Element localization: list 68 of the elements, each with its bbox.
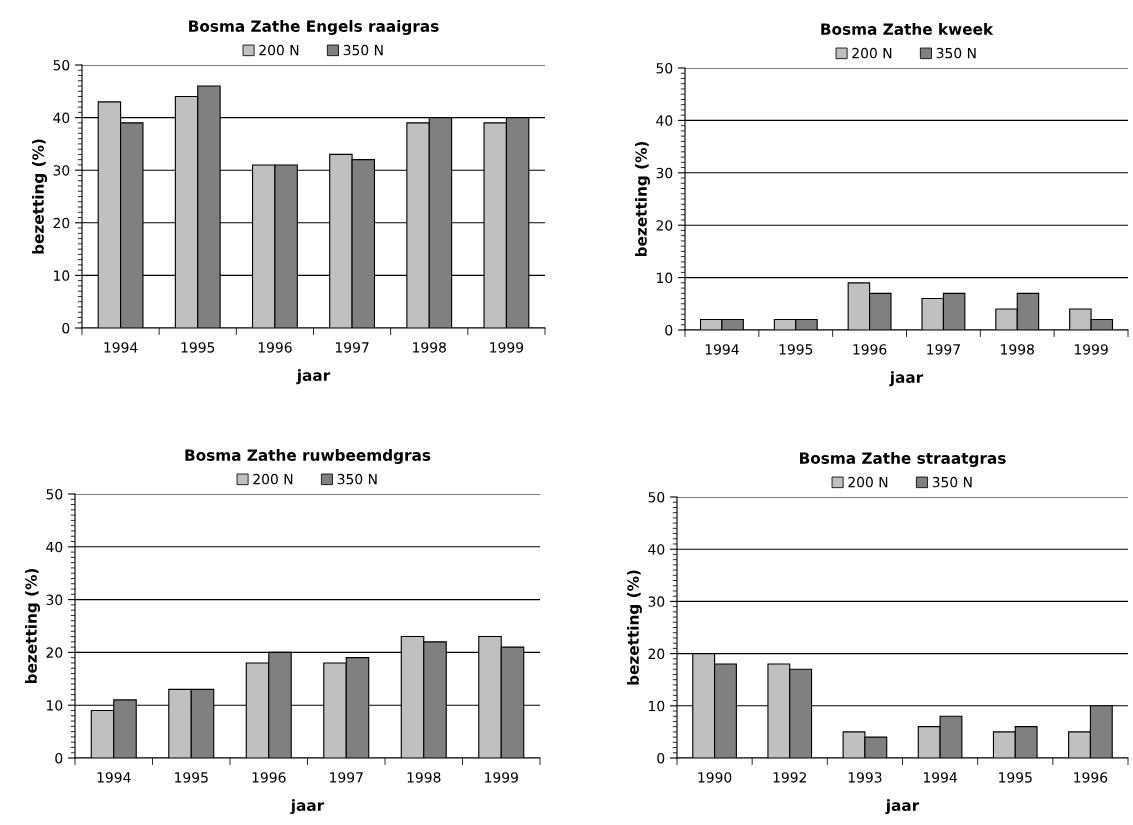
y-tick-label: 20 bbox=[656, 220, 673, 231]
x-axis-title: jaar bbox=[885, 799, 920, 815]
y-tick-label: 40 bbox=[53, 112, 70, 124]
x-tick-label: 1998 bbox=[407, 772, 441, 783]
x-tick-label: 1994 bbox=[923, 772, 957, 783]
y-tick-label: 20 bbox=[648, 648, 665, 660]
x-tick-label: 1992 bbox=[773, 772, 807, 783]
chart-title: Bosma Zathe ruwbeemdgras bbox=[185, 449, 431, 464]
x-tick-label: 1996 bbox=[853, 344, 887, 355]
legend-label: 200 N bbox=[253, 473, 293, 485]
y-tick-label: 50 bbox=[46, 488, 63, 500]
x-tick-label: 1994 bbox=[705, 344, 739, 355]
y-tick-label: 40 bbox=[648, 544, 665, 555]
chart-title: Bosma Zathe straatgras bbox=[800, 452, 1006, 467]
x-tick-label: 1997 bbox=[330, 772, 363, 783]
y-tick-label: 50 bbox=[648, 491, 665, 503]
x-tick-label: 1999 bbox=[490, 342, 524, 353]
y-tick-label: 30 bbox=[53, 165, 70, 176]
y-axis-title: bezetting (%) bbox=[25, 568, 40, 684]
y-tick-label: 10 bbox=[47, 700, 63, 711]
y-tick-label: 50 bbox=[53, 59, 70, 71]
legend-label: 200 N bbox=[259, 44, 299, 56]
y-tick-label: 30 bbox=[46, 594, 63, 606]
y-tick-label: 0 bbox=[62, 322, 70, 334]
x-tick-label: 1995 bbox=[999, 772, 1032, 783]
y-axis-title: bezetting (%) bbox=[32, 139, 47, 254]
chart-title: Bosma Zathe Engels raaigras bbox=[189, 20, 439, 35]
legend-label: 350 N bbox=[343, 44, 383, 56]
x-tick-label: 1996 bbox=[1074, 772, 1108, 783]
x-tick-label: 1998 bbox=[1001, 344, 1034, 355]
x-tick-label: 1993 bbox=[848, 772, 882, 783]
y-tick-label: 0 bbox=[55, 752, 63, 764]
y-tick-label: 0 bbox=[665, 324, 673, 336]
x-tick-label: 1995 bbox=[181, 342, 215, 353]
y-tick-label: 30 bbox=[648, 596, 665, 607]
x-tick-label: 1995 bbox=[175, 772, 208, 783]
x-tick-label: 1997 bbox=[927, 344, 960, 355]
x-axis-title: jaar bbox=[296, 369, 331, 385]
y-tick-label: 0 bbox=[657, 752, 665, 764]
y-axis-title: bezetting (%) bbox=[627, 570, 642, 685]
y-tick-label: 40 bbox=[46, 541, 63, 553]
legend-label: 350 N bbox=[932, 476, 972, 488]
x-tick-label: 1994 bbox=[97, 772, 131, 783]
y-tick-label: 50 bbox=[656, 62, 673, 74]
x-tick-label: 1996 bbox=[258, 342, 292, 353]
x-axis-title: jaar bbox=[290, 799, 325, 815]
x-tick-label: 1995 bbox=[779, 344, 813, 355]
y-tick-label: 40 bbox=[656, 115, 673, 126]
y-tick-label: 20 bbox=[46, 647, 63, 658]
chart-title: Bosma Zathe kweek bbox=[821, 23, 994, 35]
x-axis-title: jaar bbox=[889, 371, 924, 387]
y-axis-title: bezetting (%) bbox=[635, 141, 650, 257]
y-tick-label: 10 bbox=[54, 270, 70, 281]
x-tick-label: 1994 bbox=[104, 342, 138, 353]
legend-label: 350 N bbox=[337, 473, 377, 485]
legend-label: 350 N bbox=[936, 47, 976, 59]
x-tick-label: 1996 bbox=[252, 772, 286, 783]
y-tick-label: 30 bbox=[656, 167, 673, 179]
x-tick-label: 1990 bbox=[698, 772, 732, 783]
x-tick-label: 1999 bbox=[1074, 344, 1108, 355]
y-tick-label: 20 bbox=[53, 217, 70, 229]
x-tick-label: 1997 bbox=[335, 342, 369, 353]
legend-label: 200 N bbox=[852, 47, 892, 59]
x-tick-label: 1998 bbox=[413, 342, 446, 353]
x-tick-label: 1999 bbox=[485, 772, 518, 783]
legend-label: 200 N bbox=[848, 476, 888, 488]
y-tick-label: 10 bbox=[657, 272, 673, 284]
y-tick-label: 10 bbox=[649, 700, 665, 712]
